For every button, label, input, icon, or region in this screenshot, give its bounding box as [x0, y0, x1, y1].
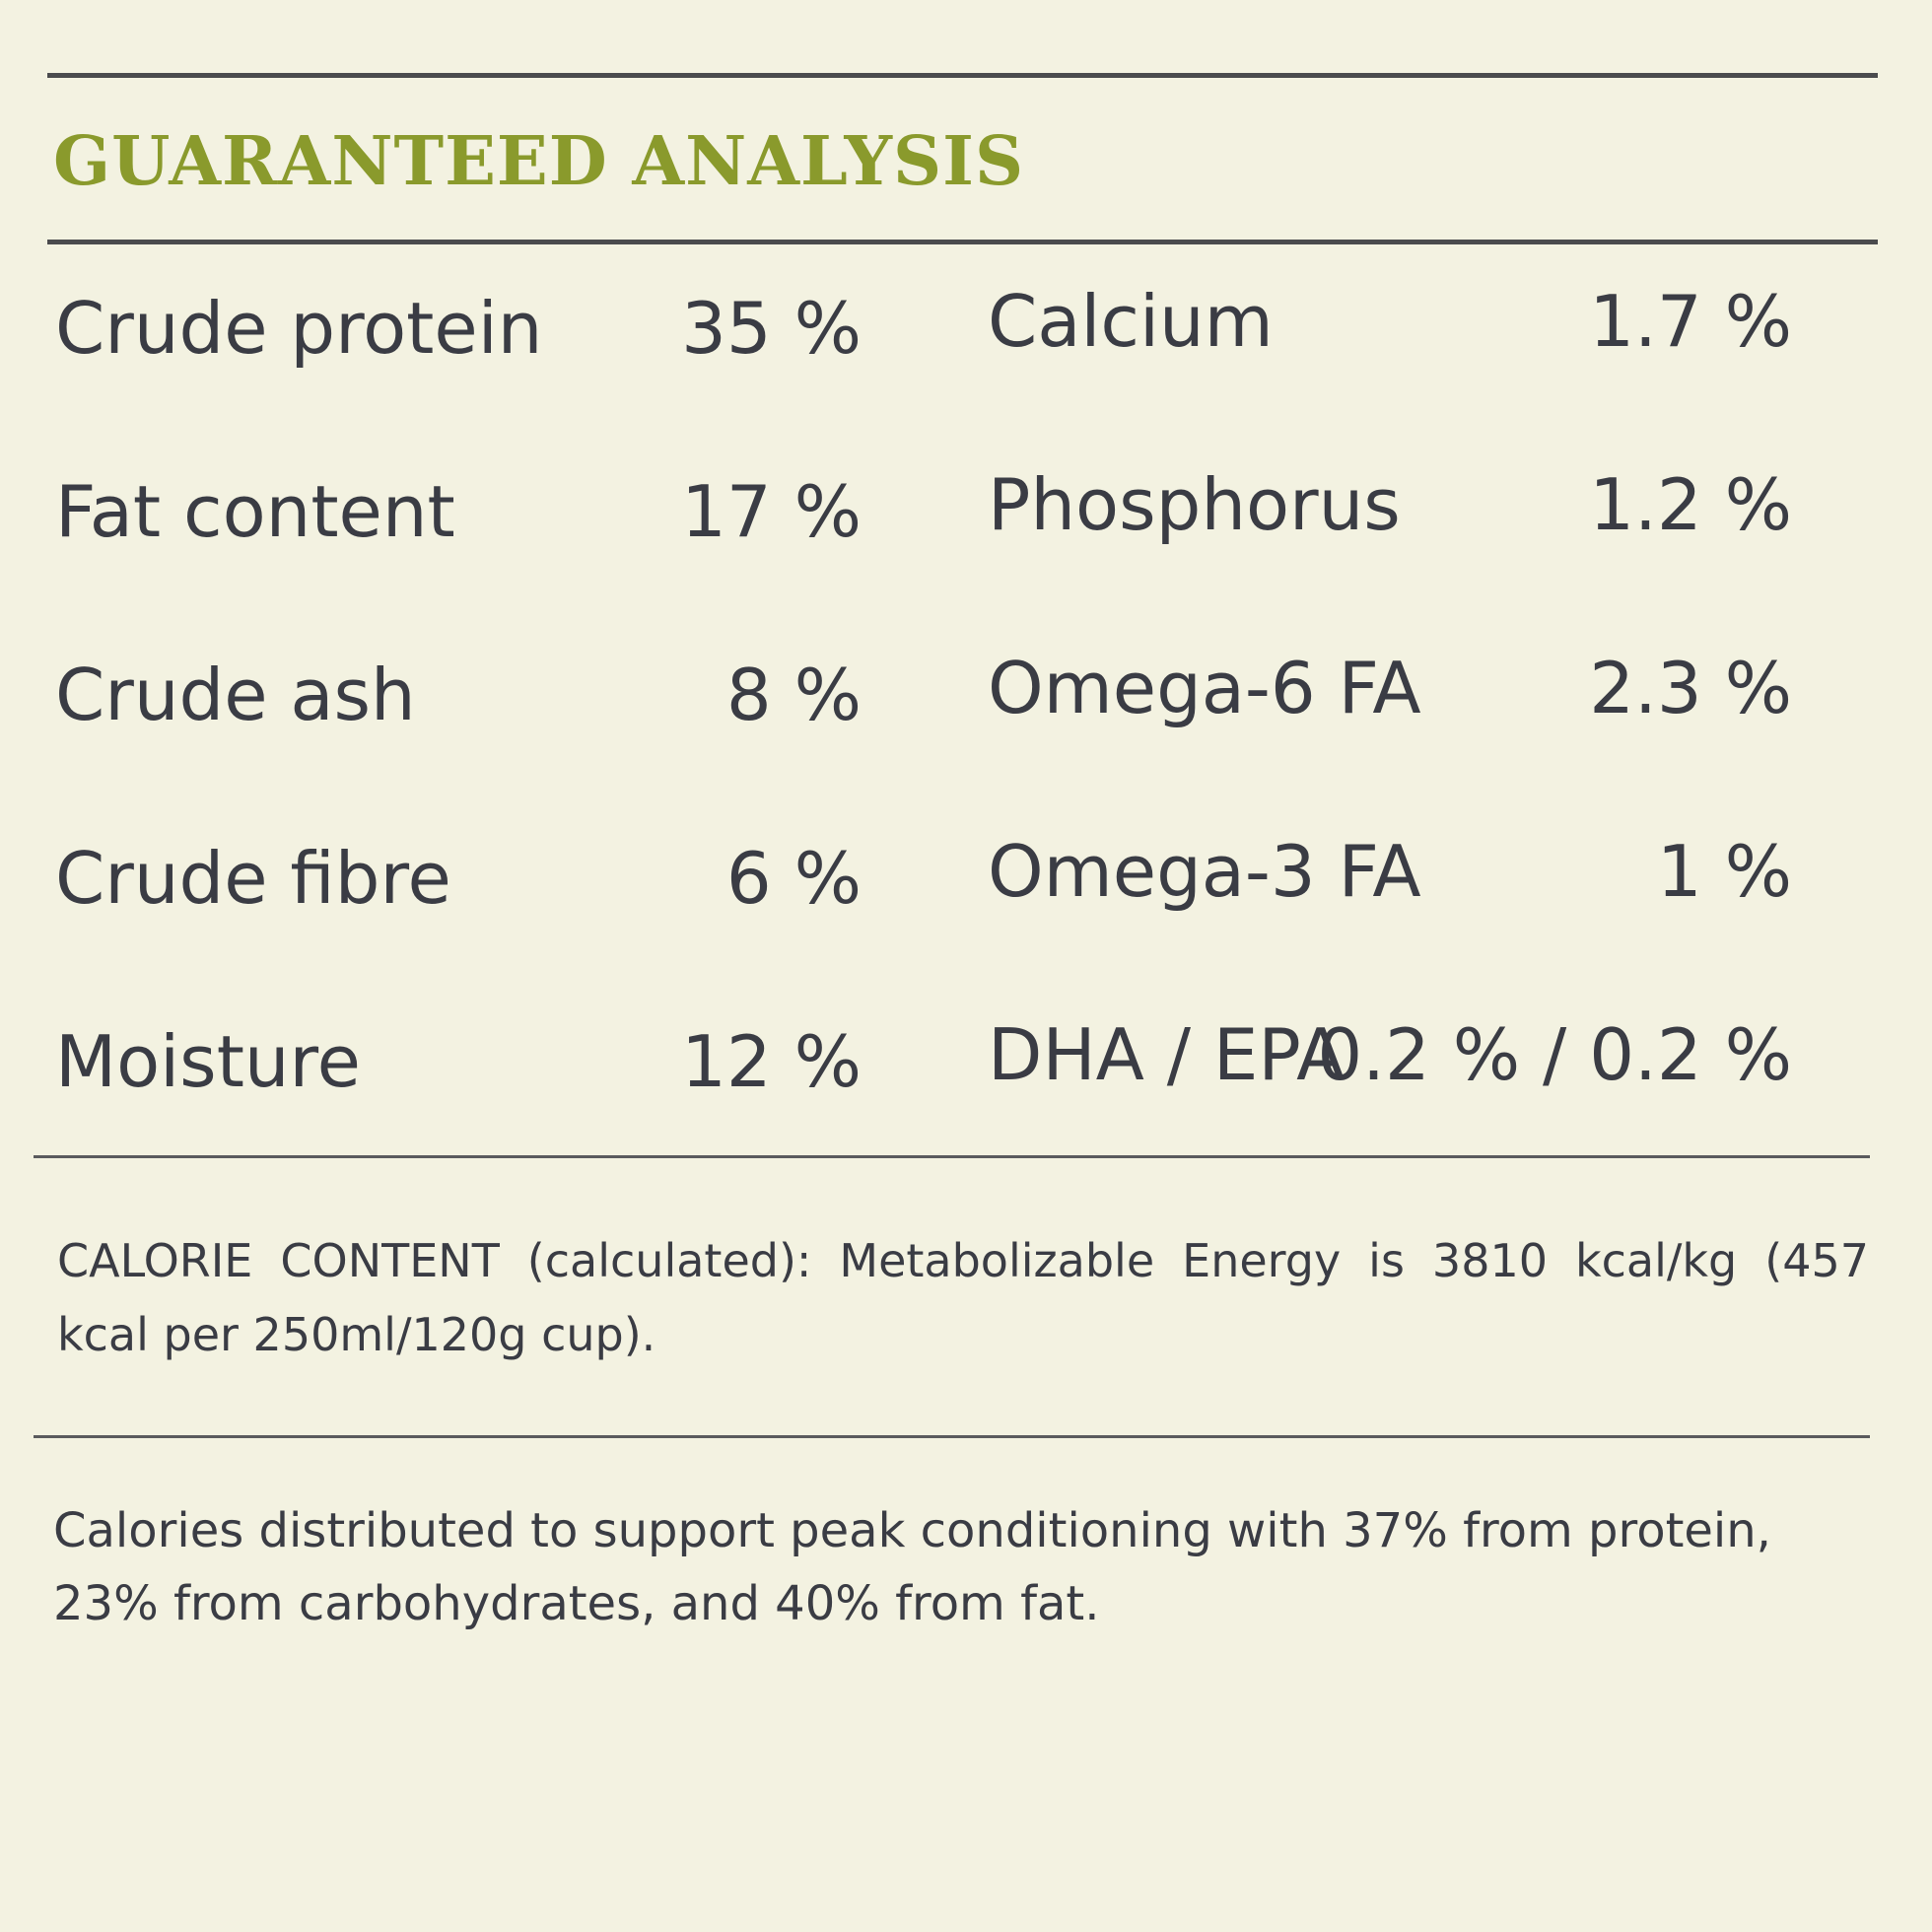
nutrient-value: 12 %: [681, 1020, 862, 1103]
nutrient-label: Calcium: [988, 280, 1274, 363]
nutrient-value: 0.2 % / 0.2 %: [1317, 1013, 1792, 1096]
distribution-divider: [34, 1435, 1870, 1438]
nutrient-label: Crude ash: [55, 654, 416, 736]
nutrient-value: 35 %: [681, 287, 862, 370]
nutrient-label: DHA / EPA: [988, 1013, 1346, 1096]
calorie-content-text: CALORIE CONTENT (calculated): Metaboliza…: [57, 1234, 1869, 1361]
calorie-distribution-text: Calories distributed to support peak con…: [53, 1503, 1771, 1631]
nutrient-value: 8 %: [725, 654, 862, 736]
nutrient-value: 6 %: [725, 837, 862, 920]
nutrient-value: 2.3 %: [1589, 647, 1792, 729]
nutrient-label: Omega-6 FA: [988, 647, 1421, 729]
nutrient-value: 1.7 %: [1589, 280, 1792, 363]
nutrient-label: Phosphorus: [988, 463, 1401, 546]
nutrient-value: 17 %: [681, 470, 862, 553]
section-title: GUARANTEED ANALYSIS: [53, 122, 1025, 201]
nutrient-label: Crude protein: [55, 287, 543, 370]
nutrient-label: Omega-3 FA: [988, 830, 1421, 913]
nutrient-label: Fat content: [55, 470, 455, 553]
nutrient-value: 1.2 %: [1589, 463, 1792, 546]
nutrient-value: 1 %: [1656, 830, 1792, 913]
top-divider: [47, 73, 1878, 78]
nutrient-label: Moisture: [55, 1020, 361, 1103]
title-divider: [47, 240, 1878, 244]
nutrient-label: Crude fibre: [55, 837, 451, 920]
calorie-divider: [34, 1155, 1870, 1158]
